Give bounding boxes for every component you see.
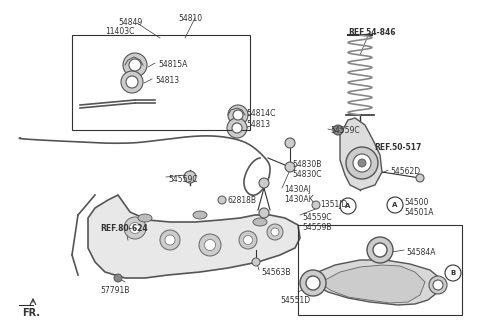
Text: 1430AK: 1430AK xyxy=(284,195,313,204)
Text: 54810: 54810 xyxy=(178,14,202,23)
Circle shape xyxy=(252,258,260,266)
Text: REF.80-624: REF.80-624 xyxy=(100,224,148,233)
Text: FR.: FR. xyxy=(22,308,40,318)
Text: 54584A: 54584A xyxy=(406,248,435,257)
Text: 54563B: 54563B xyxy=(261,268,290,277)
Text: 54815A: 54815A xyxy=(158,60,187,69)
Text: REF.54-846: REF.54-846 xyxy=(348,28,396,37)
Text: 54814C: 54814C xyxy=(246,109,276,118)
Circle shape xyxy=(259,178,269,188)
Circle shape xyxy=(333,125,343,135)
Circle shape xyxy=(123,53,147,77)
Circle shape xyxy=(285,162,295,172)
Circle shape xyxy=(199,234,221,256)
Text: B: B xyxy=(450,270,456,276)
Text: 54559C: 54559C xyxy=(330,126,360,135)
Text: 1430AJ: 1430AJ xyxy=(284,185,311,194)
Ellipse shape xyxy=(138,214,152,222)
Bar xyxy=(298,225,462,315)
Circle shape xyxy=(160,230,180,250)
Circle shape xyxy=(228,105,248,125)
Polygon shape xyxy=(308,260,442,305)
Circle shape xyxy=(130,222,141,233)
Circle shape xyxy=(340,198,356,214)
Circle shape xyxy=(243,235,252,245)
Ellipse shape xyxy=(193,211,207,219)
Text: 54813: 54813 xyxy=(246,120,270,129)
Text: 11403C: 11403C xyxy=(105,27,134,36)
Circle shape xyxy=(124,217,146,239)
Circle shape xyxy=(312,201,320,209)
Circle shape xyxy=(300,270,326,296)
Text: 57791B: 57791B xyxy=(100,286,130,295)
Circle shape xyxy=(285,138,295,148)
Circle shape xyxy=(165,235,175,245)
Text: 62818B: 62818B xyxy=(228,196,257,205)
Circle shape xyxy=(126,76,138,88)
Text: 54830B: 54830B xyxy=(292,160,322,169)
Circle shape xyxy=(353,154,371,172)
Circle shape xyxy=(218,196,226,204)
Circle shape xyxy=(204,239,216,250)
Text: 54849: 54849 xyxy=(118,18,142,27)
Circle shape xyxy=(367,237,393,263)
Circle shape xyxy=(184,171,196,183)
Ellipse shape xyxy=(253,218,267,226)
Circle shape xyxy=(121,71,143,93)
Text: 54501A: 54501A xyxy=(404,208,433,217)
Polygon shape xyxy=(88,195,300,278)
Circle shape xyxy=(346,147,378,179)
Text: REF.50-517: REF.50-517 xyxy=(374,143,421,152)
Text: 54551D: 54551D xyxy=(280,296,310,305)
Text: 54830C: 54830C xyxy=(292,170,322,179)
Circle shape xyxy=(387,197,403,213)
Circle shape xyxy=(232,123,242,133)
Text: 54562D: 54562D xyxy=(390,167,420,176)
Polygon shape xyxy=(340,118,382,190)
Text: 54813: 54813 xyxy=(155,76,179,85)
Circle shape xyxy=(114,274,122,282)
Text: 54500: 54500 xyxy=(404,198,428,207)
Text: 54559C: 54559C xyxy=(302,213,332,222)
Circle shape xyxy=(271,228,279,236)
Circle shape xyxy=(445,265,461,281)
Bar xyxy=(72,35,250,130)
Circle shape xyxy=(239,231,257,249)
Circle shape xyxy=(433,280,443,290)
Text: A: A xyxy=(392,202,398,208)
Text: 54559B: 54559B xyxy=(302,223,332,232)
Circle shape xyxy=(233,110,243,120)
Circle shape xyxy=(373,243,387,257)
Circle shape xyxy=(416,174,424,182)
Circle shape xyxy=(358,159,366,167)
Text: 54559C: 54559C xyxy=(168,175,198,184)
Circle shape xyxy=(259,208,269,218)
Circle shape xyxy=(129,59,141,71)
Circle shape xyxy=(429,276,447,294)
Circle shape xyxy=(267,224,283,240)
Text: A: A xyxy=(345,203,351,209)
Text: 1351JD: 1351JD xyxy=(320,200,348,209)
Polygon shape xyxy=(322,265,425,303)
Circle shape xyxy=(227,118,247,138)
Circle shape xyxy=(306,276,320,290)
